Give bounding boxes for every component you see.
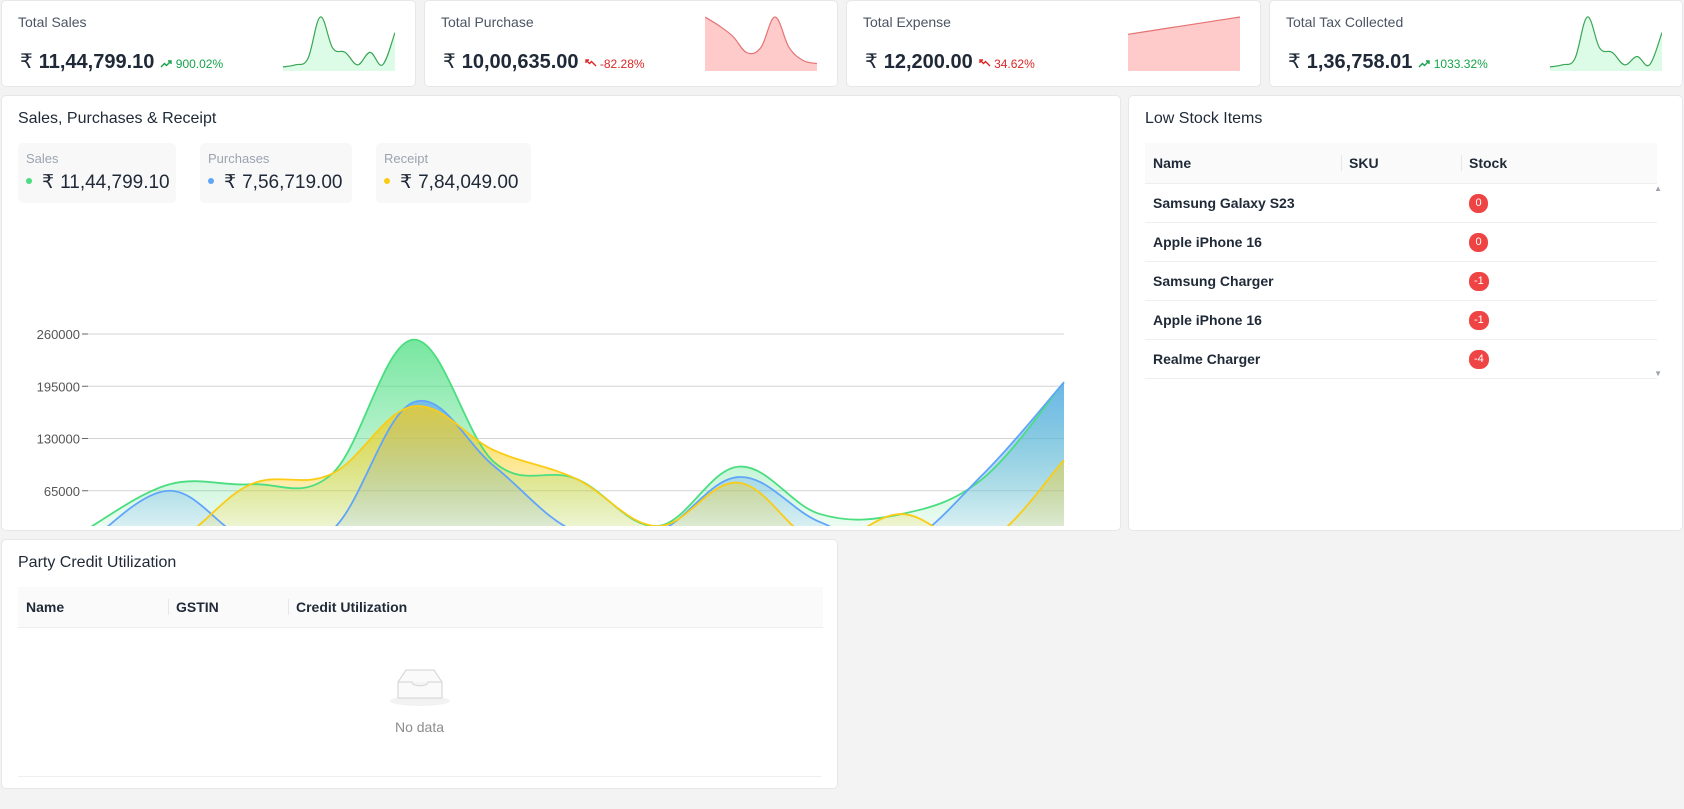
kpi-card-total-tax-collected: Total Tax Collected ₹1,36,758.01 1033.32… [1269,0,1683,87]
scroll-up-arrow-icon[interactable]: ▲ [1654,184,1662,193]
table-row[interactable]: Samsung Charger -1 [1145,261,1657,300]
sparkline-area [705,17,817,71]
low-stock-card: Low Stock Items Name SKU Stock Samsung G… [1128,95,1683,531]
item-name: Realme Charger [1145,339,1341,378]
series-area-TotalReceived [88,406,1064,526]
kpi-title: Total Tax Collected [1286,14,1403,30]
sparkline-area [1550,17,1662,71]
trend-up-icon [1418,59,1430,68]
item-sku [1341,261,1461,300]
stat-value: ₹7,84,049.00 [384,171,523,194]
y-tick-label: 130000 [37,432,80,447]
item-sku [1341,183,1461,222]
kpi-card-total-purchase: Total Purchase ₹10,00,635.00 -82.28% [424,0,838,87]
table-row[interactable]: Realme Charger -4 [1145,339,1657,378]
stat-label: Sales [26,151,168,166]
section-title: Low Stock Items [1145,110,1262,128]
stock-badge: 0 [1469,194,1488,213]
stat-purchases: Purchases ₹7,56,719.00 [200,143,352,203]
y-tick-label: 195000 [37,379,80,394]
column-header-name[interactable]: Name [18,587,168,627]
kpi-amount: ₹1,36,758.01 1033.32% [1288,49,1488,74]
empty-state: No data [2,664,837,735]
party-credit-table: Name GSTIN Credit Utilization [18,587,823,628]
column-header-gstin[interactable]: GSTIN [168,587,288,627]
table-bottom-divider [18,776,821,777]
table-row[interactable]: Samsung Galaxy S23 0 [1145,183,1657,222]
stat-label: Receipt [384,151,523,166]
kpi-amount: ₹10,00,635.00 -82.28% [443,49,645,74]
kpi-title: Total Expense [863,14,951,30]
kpi-title: Total Purchase [441,14,534,30]
kpi-title: Total Sales [18,14,86,30]
item-sku [1341,339,1461,378]
trend-down-icon [979,59,991,68]
section-title: Sales, Purchases & Receipt [18,110,216,128]
sparkline [1128,13,1240,71]
stat-value: ₹7,56,719.00 [208,171,344,194]
item-name: Samsung Charger [1145,261,1341,300]
table-row[interactable]: Apple iPhone 16 -1 [1145,300,1657,339]
kpi-change: 34.62% [979,57,1035,71]
item-sku [1341,300,1461,339]
table-row[interactable]: Apple iPhone 16 0 [1145,222,1657,261]
sparkline [705,13,817,71]
empty-text: No data [2,719,837,735]
stat-sales: Sales ₹11,44,799.10 [18,143,176,203]
dot-icon [208,178,214,184]
item-name: Samsung Galaxy S23 [1145,183,1341,222]
kpi-change: 900.02% [160,57,223,71]
scroll-down-arrow-icon[interactable]: ▼ [1654,369,1662,378]
sales-purchases-receipt-card: Sales, Purchases & Receipt Sales ₹11,44,… [1,95,1121,531]
column-header-name[interactable]: Name [1145,143,1341,183]
kpi-card-total-sales: Total Sales ₹11,44,799.10 900.02% [1,0,416,87]
y-tick-label: 65000 [44,484,80,499]
column-header-stock[interactable]: Stock [1461,143,1657,183]
stat-label: Purchases [208,151,344,166]
sparkline [283,13,395,71]
kpi-amount: ₹11,44,799.10 900.02% [20,49,223,74]
party-credit-card: Party Credit Utilization Name GSTIN Cred… [1,539,838,789]
dot-icon [384,178,390,184]
y-tick-label: 260000 [37,327,80,342]
stock-badge: -4 [1469,350,1489,369]
item-sku [1341,222,1461,261]
item-name: Apple iPhone 16 [1145,300,1341,339]
stock-badge: -1 [1469,311,1489,330]
table-header-row: Name GSTIN Credit Utilization [18,587,823,627]
column-header-credit-utilization[interactable]: Credit Utilization [288,587,823,627]
stock-badge: 0 [1469,233,1488,252]
dot-icon [26,178,32,184]
kpi-change: -82.28% [585,57,645,71]
sales-area-chart: 0650001300001950002600002025-02-102025-0… [2,216,1120,526]
stat-value: ₹11,44,799.10 [26,171,168,194]
kpi-amount: ₹12,200.00 34.62% [865,49,1035,74]
item-name: Apple iPhone 16 [1145,222,1341,261]
section-title: Party Credit Utilization [18,554,176,572]
low-stock-table: Name SKU Stock Samsung Galaxy S23 0 Apple… [1145,143,1657,379]
sparkline [1550,13,1662,71]
trend-up-icon [160,59,172,68]
stock-badge: -1 [1469,272,1489,291]
column-header-sku[interactable]: SKU [1341,143,1461,183]
trend-down-icon [585,59,597,68]
empty-inbox-icon [388,664,452,708]
kpi-change: 1033.32% [1418,57,1487,71]
kpi-card-total-expense: Total Expense ₹12,200.00 34.62% [846,0,1261,87]
stat-receipt: Receipt ₹7,84,049.00 [376,143,531,203]
table-header-row: Name SKU Stock [1145,143,1657,183]
